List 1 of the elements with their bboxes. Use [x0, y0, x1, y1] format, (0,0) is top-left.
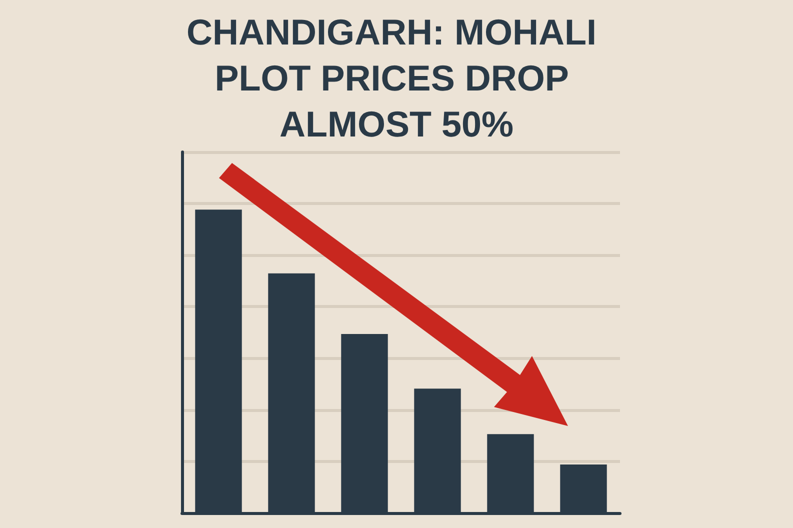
chart-title: CHANDIGARH: MOHALI PLOT PRICES DROP ALMOST 50% — [186, 12, 606, 144]
